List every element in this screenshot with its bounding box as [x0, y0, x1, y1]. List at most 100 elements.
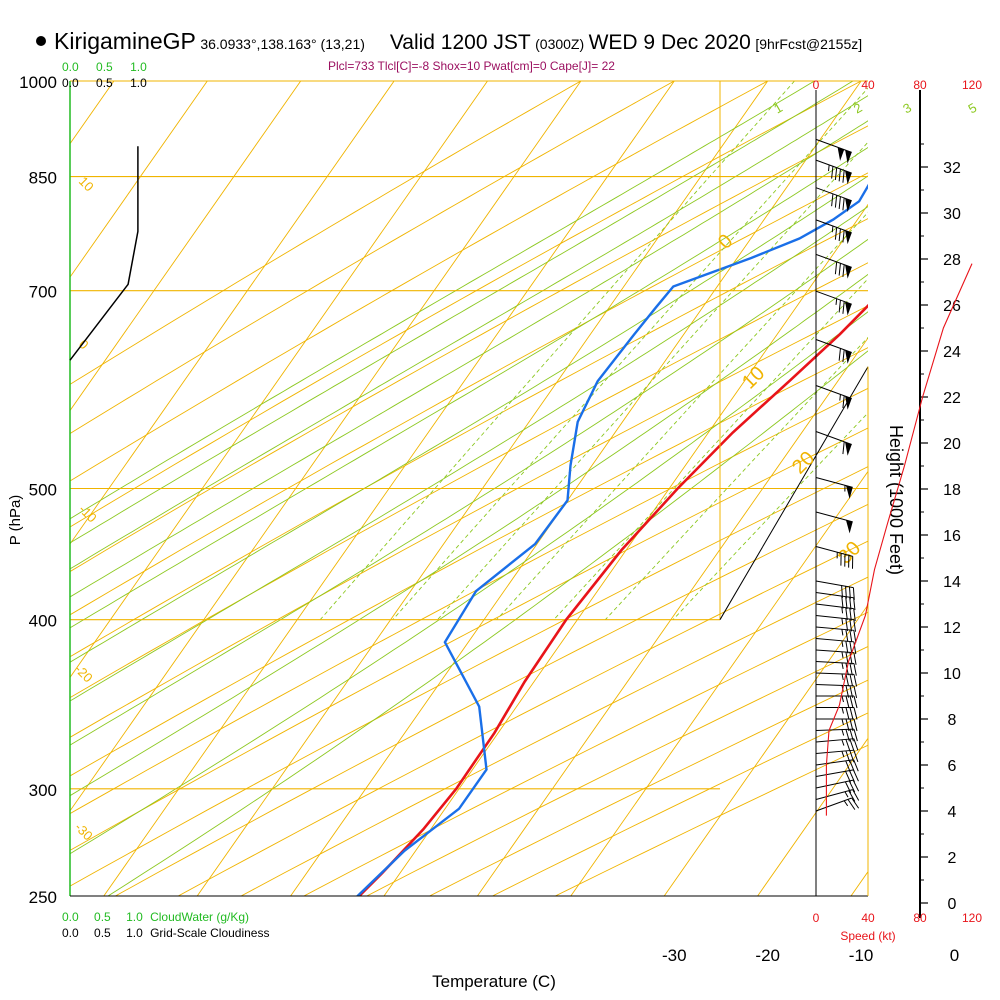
barb-full — [853, 663, 857, 676]
wind-barbs — [815, 138, 860, 812]
moist-adiabat-line — [70, 81, 816, 520]
barb-full — [845, 629, 849, 642]
bottom-cloudiness-legend: 0.0 0.5 1.0 Grid-Scale Cloudiness — [62, 926, 269, 940]
barb-half — [843, 800, 849, 807]
barb-full — [849, 707, 854, 720]
cloudiness-label: Grid-Scale Cloudiness — [150, 926, 270, 940]
height-tick-label: 12 — [943, 620, 961, 637]
barb-flag — [845, 170, 852, 185]
moist-adiabat-line — [70, 238, 868, 746]
barb-full — [852, 587, 855, 600]
barb-full — [853, 674, 858, 687]
barb-staff — [815, 187, 852, 202]
barb-full — [834, 227, 838, 240]
tick: 0.5 — [94, 910, 111, 924]
barb-full — [849, 629, 853, 643]
wind-barb — [815, 385, 852, 410]
barb-full — [853, 652, 857, 665]
barb-full — [849, 718, 854, 732]
height-tick-label: 8 — [948, 712, 957, 729]
wind-barb — [815, 728, 858, 742]
barb-full — [849, 663, 853, 676]
moist-adiabat-line — [70, 311, 868, 855]
barb-full — [852, 769, 859, 782]
barb-full — [842, 170, 845, 183]
dry-adiabat-line — [428, 679, 868, 896]
wind-barb — [815, 789, 860, 802]
speed-tick-label-bottom: 0 — [813, 911, 820, 925]
height-tick-label: 28 — [943, 252, 961, 269]
barb-half — [844, 791, 849, 798]
barb-staff — [815, 592, 854, 599]
barb-flag — [837, 147, 845, 161]
height-tick-label: 20 — [943, 436, 961, 453]
temperature-tick-label: -20 — [755, 946, 780, 965]
valid-time: Valid 1200 JST — [389, 31, 531, 54]
barb-full — [853, 608, 856, 621]
barb-full — [853, 729, 858, 742]
barb-full — [849, 674, 854, 687]
height-tick-label: 4 — [948, 804, 957, 821]
wind-barb — [815, 138, 852, 164]
barb-staff — [815, 738, 854, 743]
barb-full — [849, 597, 852, 610]
pressure-tick-label: 300 — [29, 781, 57, 800]
barb-staff — [815, 339, 852, 353]
barb-half — [831, 226, 834, 233]
barb-flag — [845, 150, 852, 164]
tick: 0.0 — [62, 910, 79, 924]
barb-half — [841, 695, 844, 703]
barb-full — [838, 263, 841, 276]
wind-barb — [815, 431, 852, 456]
barb-half — [841, 651, 844, 658]
barb-full — [845, 707, 850, 720]
barb-full — [849, 750, 855, 763]
wind-barb — [815, 159, 852, 185]
speed-tick-label-top: 40 — [861, 78, 875, 92]
isotherm-line — [663, 604, 868, 896]
mixing-ratio-label: 5 — [965, 100, 979, 117]
wind-barb — [815, 219, 852, 245]
moist-adiabat-line — [70, 81, 854, 544]
station-name: KirigamineGP — [54, 28, 196, 54]
barb-staff — [815, 477, 853, 488]
forecast-date: WED 9 Dec 2020 — [588, 31, 751, 54]
barb-full — [849, 729, 854, 742]
barb-flag — [845, 396, 852, 410]
barb-full — [845, 729, 850, 742]
barb-staff — [815, 759, 854, 766]
wind-barb — [815, 592, 856, 611]
speed-axis-label: Speed (kt) — [840, 929, 895, 943]
isotherm-line — [0, 81, 21, 896]
pressure-tick-label: 400 — [29, 612, 57, 631]
height-tick-label: 24 — [943, 344, 961, 361]
tick: 0.0 — [62, 926, 79, 940]
moist-adiabat-line — [107, 350, 868, 896]
tick: 0.0 — [62, 76, 79, 90]
barb-full — [842, 197, 845, 211]
height-tick-label: 30 — [943, 206, 961, 223]
barb-flag — [845, 350, 852, 364]
barb-full — [853, 630, 857, 643]
barb-full — [849, 738, 855, 751]
speed-tick-label-top: 80 — [913, 78, 927, 92]
dry-adiabat-line — [554, 744, 868, 896]
wind-barb — [815, 684, 858, 699]
moist-adiabat-line — [70, 175, 868, 663]
barb-half — [841, 707, 844, 714]
tick: 0.5 — [96, 76, 113, 90]
moist-adiabat-line — [70, 120, 868, 598]
tick: 1.0 — [130, 60, 147, 74]
dry-adiabat-line — [70, 218, 868, 658]
dry-adiabat-line — [70, 81, 676, 435]
theta-label: 10 — [738, 362, 769, 393]
barb-full — [845, 750, 851, 763]
barb-full — [853, 718, 858, 732]
speed-tick-label-bottom: 80 — [913, 911, 927, 925]
wind-barb — [815, 615, 857, 632]
pressure-tick-label: 850 — [29, 169, 57, 188]
dry-adiabat-line — [70, 466, 868, 887]
temperature-tick-label: -10 — [849, 946, 874, 965]
barb-flag — [845, 230, 852, 245]
temperature-tick-label: -30 — [662, 946, 687, 965]
